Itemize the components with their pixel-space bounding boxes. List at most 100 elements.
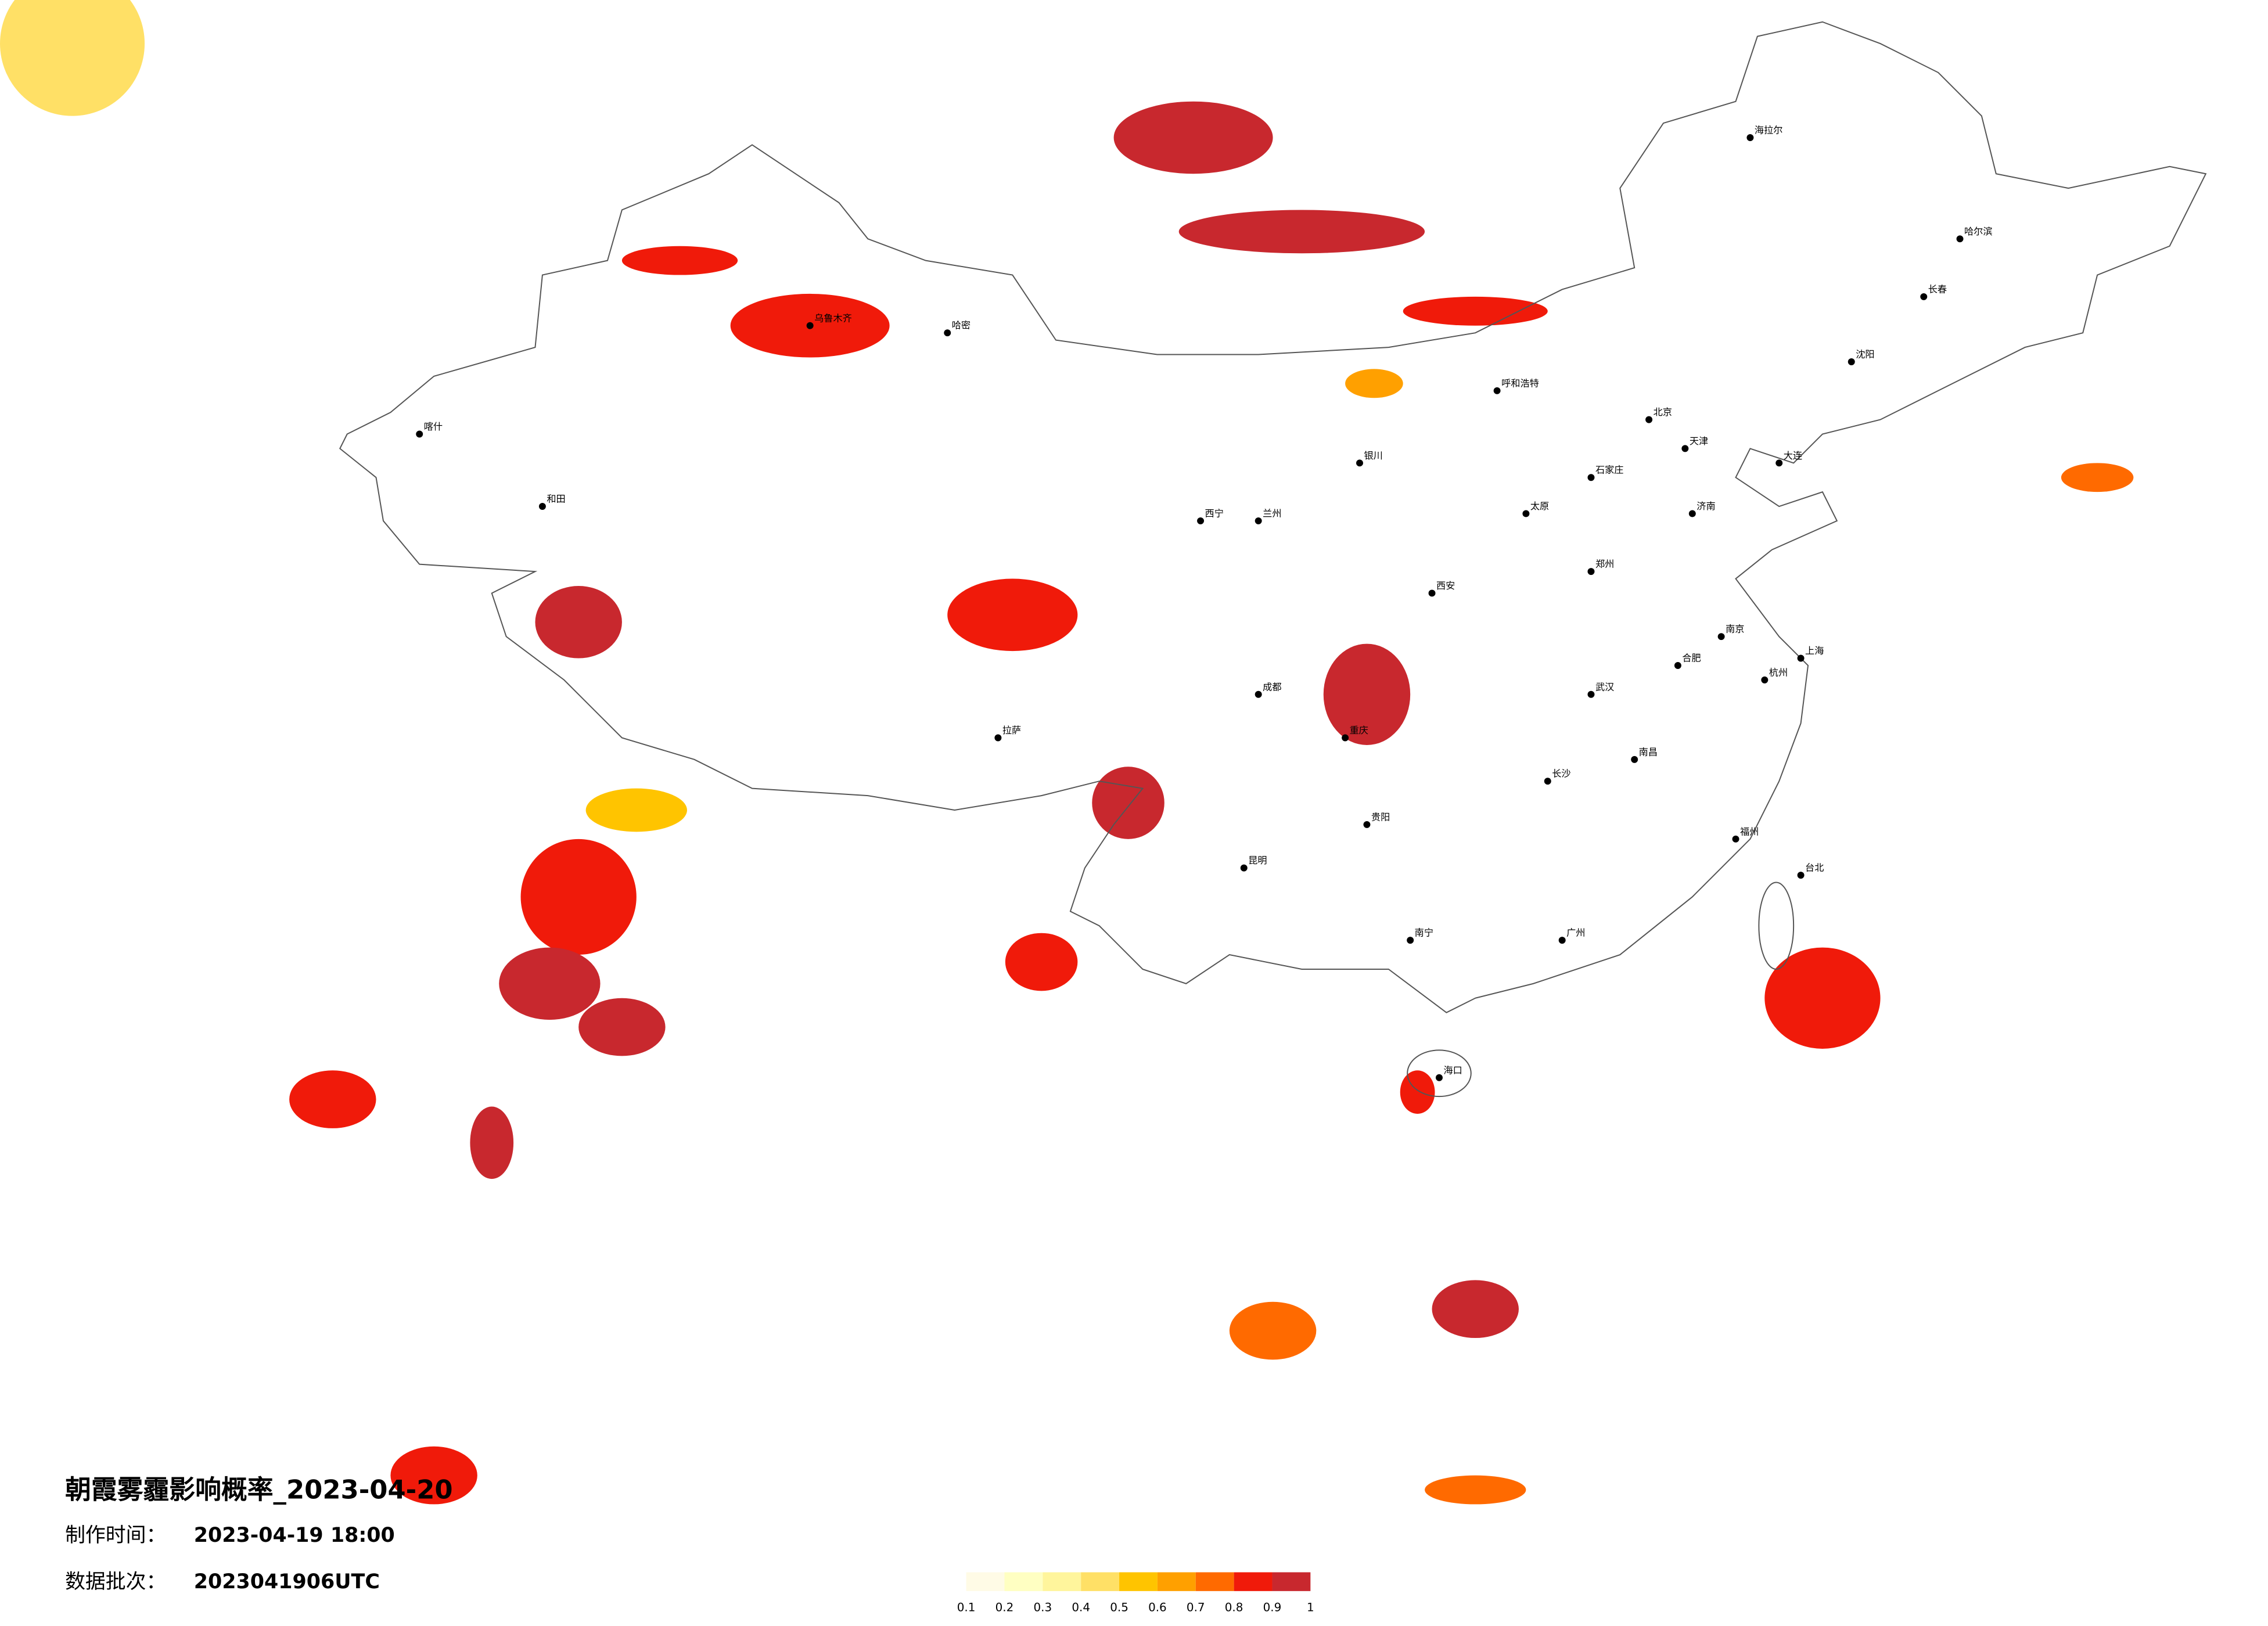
city-label: 成都 bbox=[1263, 681, 1281, 692]
production-time-label: 制作时间： bbox=[65, 1524, 166, 1547]
production-time: 2023-04-19 18:00 bbox=[194, 1524, 395, 1547]
colorbar-swatch bbox=[1272, 1572, 1311, 1591]
city-dot bbox=[1797, 654, 1805, 662]
city-dot bbox=[1956, 235, 1964, 243]
city-dot bbox=[1436, 1074, 1443, 1081]
city-dot bbox=[1761, 676, 1769, 684]
haze-region bbox=[390, 1446, 477, 1505]
city-label: 杭州 bbox=[1769, 667, 1788, 678]
city-label: 太原 bbox=[1530, 501, 1549, 512]
taiwan-outline bbox=[1758, 882, 1795, 970]
colorbar: 0.1 0.2 0.3 0.4 0.5 0.6 0.7 0.8 0.9 1 bbox=[957, 1572, 1314, 1614]
city-dot bbox=[1775, 459, 1783, 467]
city-dot bbox=[1717, 633, 1725, 641]
haze-region bbox=[621, 246, 738, 275]
city-dot bbox=[1631, 756, 1638, 763]
colorbar-tick-label: 0.5 bbox=[1110, 1601, 1128, 1614]
city-label: 呼和浩特 bbox=[1501, 377, 1539, 388]
city-dot bbox=[1848, 358, 1855, 365]
haze-region bbox=[499, 947, 601, 1020]
city-label: 兰州 bbox=[1263, 508, 1281, 519]
city-label: 哈密 bbox=[952, 320, 971, 331]
colorbar-swatch bbox=[1195, 1572, 1234, 1591]
city-dot bbox=[1587, 474, 1595, 481]
city-label: 合肥 bbox=[1682, 653, 1701, 664]
haze-region bbox=[1403, 296, 1548, 326]
colorbar-swatch bbox=[1234, 1572, 1273, 1591]
city-label: 北京 bbox=[1654, 406, 1672, 418]
data-batch-label: 数据批次： bbox=[65, 1570, 166, 1593]
city-dot bbox=[1342, 734, 1349, 742]
colorbar-tick-label: 0.2 bbox=[995, 1601, 1014, 1614]
colorbar-swatch bbox=[1043, 1572, 1081, 1591]
city-dot bbox=[1746, 134, 1754, 141]
city-label: 长沙 bbox=[1552, 768, 1570, 779]
city-label: 台北 bbox=[1805, 862, 1824, 873]
haze-region bbox=[1178, 210, 1425, 254]
city-dot bbox=[1645, 416, 1653, 423]
city-dot bbox=[1255, 690, 1262, 698]
haze-region bbox=[1425, 1475, 1526, 1505]
haze-region bbox=[289, 1070, 376, 1128]
haze-region bbox=[470, 1106, 514, 1179]
city-dot bbox=[416, 430, 423, 438]
city-dot bbox=[1587, 568, 1595, 575]
haze-region bbox=[585, 788, 687, 832]
city-label: 喀什 bbox=[424, 421, 443, 432]
city-dot bbox=[1363, 821, 1371, 828]
city-dot bbox=[1920, 293, 1928, 300]
haze-region bbox=[1005, 933, 1078, 991]
city-dot bbox=[1255, 517, 1262, 524]
city-dot bbox=[1407, 937, 1414, 944]
colorbar-swatch bbox=[1157, 1572, 1196, 1591]
colorbar-swatch bbox=[1119, 1572, 1158, 1591]
city-dot bbox=[1240, 864, 1248, 872]
city-label: 乌鲁木齐 bbox=[814, 312, 852, 323]
colorbar-tick-label: 0.9 bbox=[1263, 1601, 1282, 1614]
city-dot bbox=[1544, 778, 1551, 785]
city-label: 拉萨 bbox=[1002, 725, 1021, 736]
haze-region bbox=[1229, 1301, 1317, 1360]
city-dot bbox=[1522, 510, 1530, 517]
city-dot bbox=[1558, 937, 1566, 944]
city-label: 海口 bbox=[1443, 1064, 1462, 1075]
city-dot bbox=[1428, 589, 1436, 597]
colorbar-tick-label: 0.6 bbox=[1148, 1601, 1167, 1614]
city-label: 石家庄 bbox=[1595, 465, 1624, 476]
city-label: 南京 bbox=[1726, 624, 1744, 635]
city-label: 郑州 bbox=[1595, 559, 1614, 570]
colorbar-tick-label: 1 bbox=[1307, 1601, 1314, 1614]
haze-region bbox=[520, 839, 637, 955]
data-batch: 2023041906UTC bbox=[194, 1570, 380, 1593]
city-label: 武汉 bbox=[1595, 681, 1614, 692]
colorbar-swatch bbox=[1004, 1572, 1043, 1591]
city-label: 广州 bbox=[1566, 927, 1585, 938]
colorbar-tick-label: 0.1 bbox=[957, 1601, 976, 1614]
city-label: 南宁 bbox=[1415, 927, 1433, 938]
city-label: 济南 bbox=[1696, 501, 1715, 512]
haze-region bbox=[1400, 1070, 1435, 1114]
city-dot bbox=[994, 734, 1002, 742]
city-dot bbox=[806, 322, 814, 329]
haze-region bbox=[578, 998, 666, 1056]
hainan-outline bbox=[1407, 1049, 1472, 1098]
city-dot bbox=[1681, 445, 1689, 452]
city-label: 哈尔滨 bbox=[1964, 226, 1993, 237]
city-dot bbox=[1197, 517, 1205, 524]
haze-region bbox=[2061, 463, 2134, 492]
colorbar-swatch bbox=[1081, 1572, 1120, 1591]
city-label: 和田 bbox=[547, 494, 565, 505]
city-dot bbox=[1674, 661, 1681, 669]
city-label: 福州 bbox=[1740, 826, 1759, 837]
city-dot bbox=[1688, 510, 1696, 517]
city-label: 昆明 bbox=[1248, 855, 1267, 866]
city-dot bbox=[1732, 835, 1739, 843]
city-label: 上海 bbox=[1805, 645, 1824, 656]
colorbar-swatch bbox=[966, 1572, 1005, 1591]
haze-region bbox=[535, 586, 622, 659]
haze-region bbox=[1432, 1280, 1519, 1339]
map-title: 朝霞雾霾影响概率_2023-04-20 bbox=[65, 1474, 453, 1505]
city-label: 长春 bbox=[1928, 283, 1947, 294]
